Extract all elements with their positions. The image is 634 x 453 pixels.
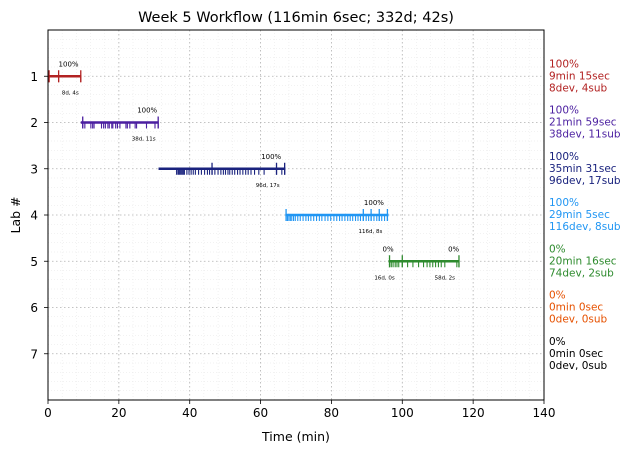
lab-6-summary-line: 0min 0sec: [549, 302, 603, 314]
lab-1-series: 100% 8d, 4s: [48, 60, 82, 96]
x-tick-label: 140: [533, 406, 556, 420]
lab-6-summary-line: 0%: [549, 290, 566, 302]
lab-2-count-label: 38d, 11s: [132, 137, 156, 143]
lab-7-summary-line: 0min 0sec: [549, 348, 603, 360]
lab-3-summary-line: 35min 31sec: [549, 163, 617, 175]
lab-4-summary-line: 29min 5sec: [549, 209, 610, 221]
lab-2-summary-line: 21min 59sec: [549, 117, 617, 129]
lab-5-count-label: 58d, 2s: [435, 275, 455, 281]
lab-5-series: 0% 0% 16d, 0s 58d, 2s: [374, 245, 460, 281]
y-tick-label: 5: [30, 255, 38, 269]
x-tick-label: 100: [391, 406, 414, 420]
lab-5-summary-line: 0%: [549, 243, 566, 255]
lab-2-summary-line: 100%: [549, 105, 579, 117]
lab-7-summary-line: 0%: [549, 336, 566, 348]
lab-5-count-label: 16d, 0s: [374, 275, 394, 281]
lab-5-pct-label: 0%: [448, 245, 459, 253]
lab-2-pct-label: 100%: [137, 107, 157, 115]
y-tick-label: 7: [30, 347, 38, 361]
y-tick-label: 6: [30, 301, 38, 315]
y-tick-label: 2: [30, 116, 38, 130]
chart-title: Week 5 Workflow (116min 6sec; 332d; 42s): [138, 10, 454, 26]
lab-4-series: 100% 116d, 8s: [285, 199, 389, 235]
lab-1-summary-line: 8dev, 4sub: [549, 82, 608, 94]
lab-3-pct-label: 100%: [261, 153, 281, 161]
lab-3-count-label: 96d, 17s: [256, 183, 280, 189]
lab-2-summary-line: 38dev, 11sub: [549, 129, 621, 141]
y-tick-label: 3: [30, 162, 38, 176]
lab-4-summary-line: 100%: [549, 197, 579, 209]
lab-1-summary-line: 9min 15sec: [549, 70, 610, 82]
y-axis-label: Lab #: [8, 196, 23, 233]
plot-area: 100% 8d, 4s 100% 38d, 11s 100% 96d, 17s 100% 11…: [48, 60, 460, 281]
lab-3-series: 100% 96d, 17s: [158, 153, 286, 189]
lab-4-pct-label: 100%: [364, 199, 384, 207]
lab-4-count-label: 116d, 8s: [358, 229, 382, 235]
axes: 0 20 40 60 80 100 120 140 1 2 3 4 5 6 7: [30, 70, 555, 420]
x-axis-label: Time (min): [261, 429, 330, 444]
lab-1-pct-label: 100%: [59, 60, 79, 68]
lab-3-summary-line: 100%: [549, 151, 579, 163]
x-tick-label: 0: [44, 406, 52, 420]
x-tick-label: 60: [253, 406, 268, 420]
x-tick-label: 40: [182, 406, 197, 420]
lab-6-summary-line: 0dev, 0sub: [549, 314, 608, 326]
lab-2-series: 100% 38d, 11s: [80, 107, 159, 143]
x-tick-label: 80: [324, 406, 339, 420]
y-tick-label: 4: [30, 209, 38, 223]
y-tick-label: 1: [30, 70, 38, 84]
lab-5-summary-line: 74dev, 2sub: [549, 267, 614, 279]
x-tick-label: 20: [111, 406, 126, 420]
lab-5-pct-label: 0%: [383, 245, 394, 253]
lab-7-summary-line: 0dev, 0sub: [549, 360, 608, 372]
lab-1-count-label: 8d, 4s: [62, 90, 79, 96]
lab-3-summary-line: 96dev, 17sub: [549, 175, 621, 187]
lab-1-summary-line: 100%: [549, 58, 579, 70]
lab-5-summary-line: 20min 16sec: [549, 255, 617, 267]
lab-4-summary-line: 116dev, 8sub: [549, 221, 621, 233]
x-tick-label: 120: [462, 406, 485, 420]
